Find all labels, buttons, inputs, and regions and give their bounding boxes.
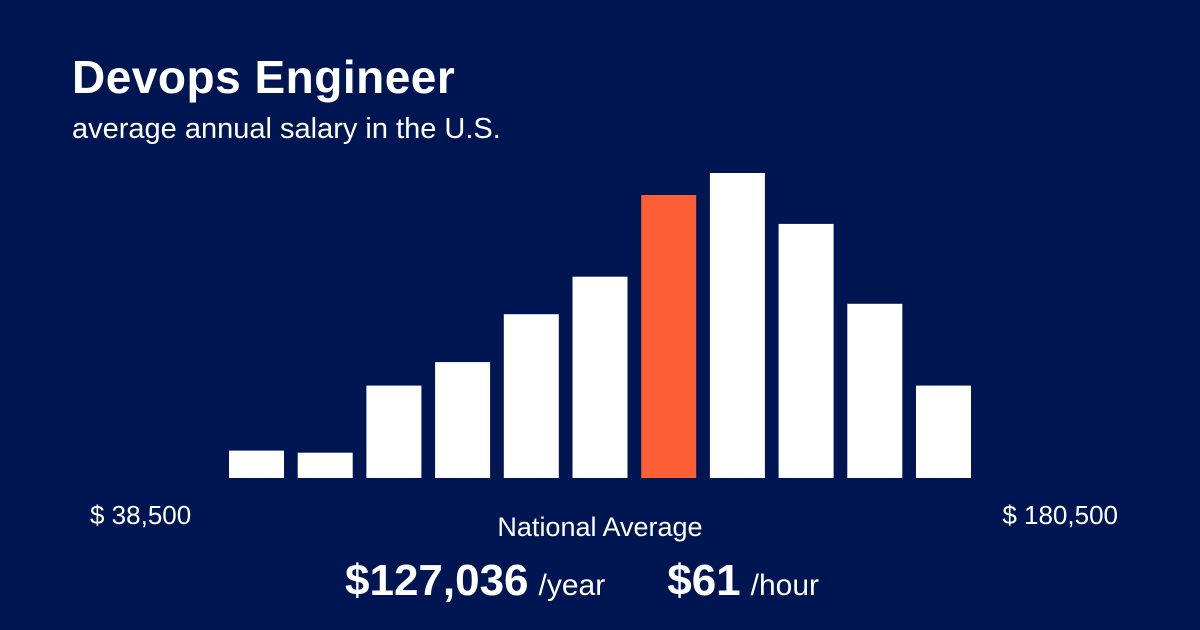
- histogram-bar: [709, 173, 765, 478]
- hourly-wage-value: $61: [667, 556, 741, 605]
- hourly-wage-unit: /hour: [750, 569, 820, 602]
- histogram-bar: [229, 450, 284, 478]
- histogram-bar: [572, 276, 628, 478]
- histogram-bar: [916, 385, 971, 478]
- range-min-label: $ 38,500: [90, 500, 192, 530]
- histogram-bar-highlight: [641, 195, 697, 478]
- national-average-label: National Average: [497, 512, 703, 542]
- histogram-bar: [435, 362, 491, 478]
- histogram-bar: [503, 314, 559, 478]
- range-max-label: $ 180,500: [1002, 500, 1118, 530]
- chart-subtitle: average annual salary in the U.S.: [72, 113, 501, 145]
- salary-summary: $127,036 /year $61 /hour: [345, 556, 819, 606]
- chart-title: Devops Engineer: [72, 51, 456, 103]
- histogram-bar: [847, 303, 903, 478]
- histogram-bar: [297, 452, 353, 478]
- histogram-bar: [778, 223, 834, 478]
- annual-salary-unit: /year: [538, 569, 606, 602]
- annual-salary-value: $127,036: [345, 556, 529, 605]
- histogram-bar: [366, 385, 422, 478]
